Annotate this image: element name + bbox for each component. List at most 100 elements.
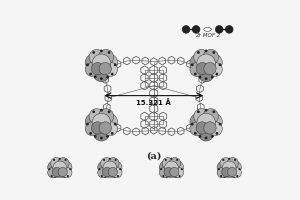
Circle shape xyxy=(190,122,204,136)
Circle shape xyxy=(236,175,238,177)
Circle shape xyxy=(228,179,230,181)
Circle shape xyxy=(113,177,116,179)
Circle shape xyxy=(191,123,194,125)
Circle shape xyxy=(92,62,104,75)
Circle shape xyxy=(211,135,214,138)
Circle shape xyxy=(51,158,62,169)
Circle shape xyxy=(208,122,222,136)
Circle shape xyxy=(215,26,223,33)
Circle shape xyxy=(64,159,67,161)
Circle shape xyxy=(197,54,215,73)
Circle shape xyxy=(215,132,218,135)
Circle shape xyxy=(171,161,184,174)
Circle shape xyxy=(205,50,208,52)
Circle shape xyxy=(89,73,92,75)
Text: Zr MOF 2: Zr MOF 2 xyxy=(195,33,220,38)
Circle shape xyxy=(227,167,237,177)
Circle shape xyxy=(48,168,50,170)
Circle shape xyxy=(234,159,236,161)
Circle shape xyxy=(220,175,222,177)
Circle shape xyxy=(220,158,232,169)
Circle shape xyxy=(164,161,178,175)
Circle shape xyxy=(212,51,215,54)
Circle shape xyxy=(225,26,233,33)
Circle shape xyxy=(190,113,207,130)
Circle shape xyxy=(48,161,60,174)
Circle shape xyxy=(102,167,112,177)
Circle shape xyxy=(199,135,201,138)
Circle shape xyxy=(92,51,95,54)
Circle shape xyxy=(162,175,164,177)
Circle shape xyxy=(198,126,214,141)
Circle shape xyxy=(233,177,235,179)
Circle shape xyxy=(114,63,117,66)
Circle shape xyxy=(53,161,67,175)
Circle shape xyxy=(227,158,239,169)
Circle shape xyxy=(170,179,172,181)
Circle shape xyxy=(100,158,112,169)
Circle shape xyxy=(196,122,208,134)
Circle shape xyxy=(94,126,109,141)
Circle shape xyxy=(169,158,181,169)
Circle shape xyxy=(164,167,173,177)
Circle shape xyxy=(89,49,104,65)
Circle shape xyxy=(231,167,241,178)
Circle shape xyxy=(108,158,119,169)
Circle shape xyxy=(166,177,168,179)
Circle shape xyxy=(98,109,114,124)
Circle shape xyxy=(99,62,111,75)
Circle shape xyxy=(159,167,170,178)
Circle shape xyxy=(198,66,214,82)
Circle shape xyxy=(100,77,103,80)
Circle shape xyxy=(217,167,227,178)
Circle shape xyxy=(222,167,231,177)
Text: (a): (a) xyxy=(146,152,161,161)
Circle shape xyxy=(191,63,194,66)
Circle shape xyxy=(212,110,215,113)
Circle shape xyxy=(109,161,122,174)
Circle shape xyxy=(173,167,184,178)
Circle shape xyxy=(117,175,119,177)
Circle shape xyxy=(224,177,226,179)
Circle shape xyxy=(194,132,197,135)
Circle shape xyxy=(115,159,117,161)
Circle shape xyxy=(194,109,209,124)
Circle shape xyxy=(100,54,118,71)
Circle shape xyxy=(219,63,221,66)
Circle shape xyxy=(160,168,162,170)
Circle shape xyxy=(182,26,190,33)
Circle shape xyxy=(54,177,56,179)
Circle shape xyxy=(52,167,62,177)
Circle shape xyxy=(85,54,102,71)
Circle shape xyxy=(203,49,218,65)
Circle shape xyxy=(104,170,116,182)
Circle shape xyxy=(98,49,114,65)
Circle shape xyxy=(192,26,200,33)
Circle shape xyxy=(196,62,208,75)
Circle shape xyxy=(159,161,172,174)
Circle shape xyxy=(86,63,89,66)
Ellipse shape xyxy=(204,27,212,31)
Circle shape xyxy=(104,122,118,136)
Circle shape xyxy=(92,54,111,73)
Circle shape xyxy=(100,50,103,52)
Circle shape xyxy=(229,161,241,174)
Circle shape xyxy=(217,161,230,174)
Circle shape xyxy=(176,159,178,161)
Circle shape xyxy=(238,168,241,170)
Circle shape xyxy=(205,137,208,139)
Circle shape xyxy=(94,66,109,82)
Circle shape xyxy=(92,122,104,134)
Circle shape xyxy=(53,159,55,161)
Circle shape xyxy=(59,179,61,181)
Circle shape xyxy=(204,122,216,134)
Circle shape xyxy=(222,159,224,161)
Circle shape xyxy=(100,137,103,139)
Circle shape xyxy=(103,159,105,161)
Circle shape xyxy=(106,135,109,138)
Circle shape xyxy=(94,76,97,79)
Circle shape xyxy=(205,109,208,112)
Circle shape xyxy=(178,175,181,177)
Circle shape xyxy=(205,54,222,71)
Circle shape xyxy=(89,109,104,124)
